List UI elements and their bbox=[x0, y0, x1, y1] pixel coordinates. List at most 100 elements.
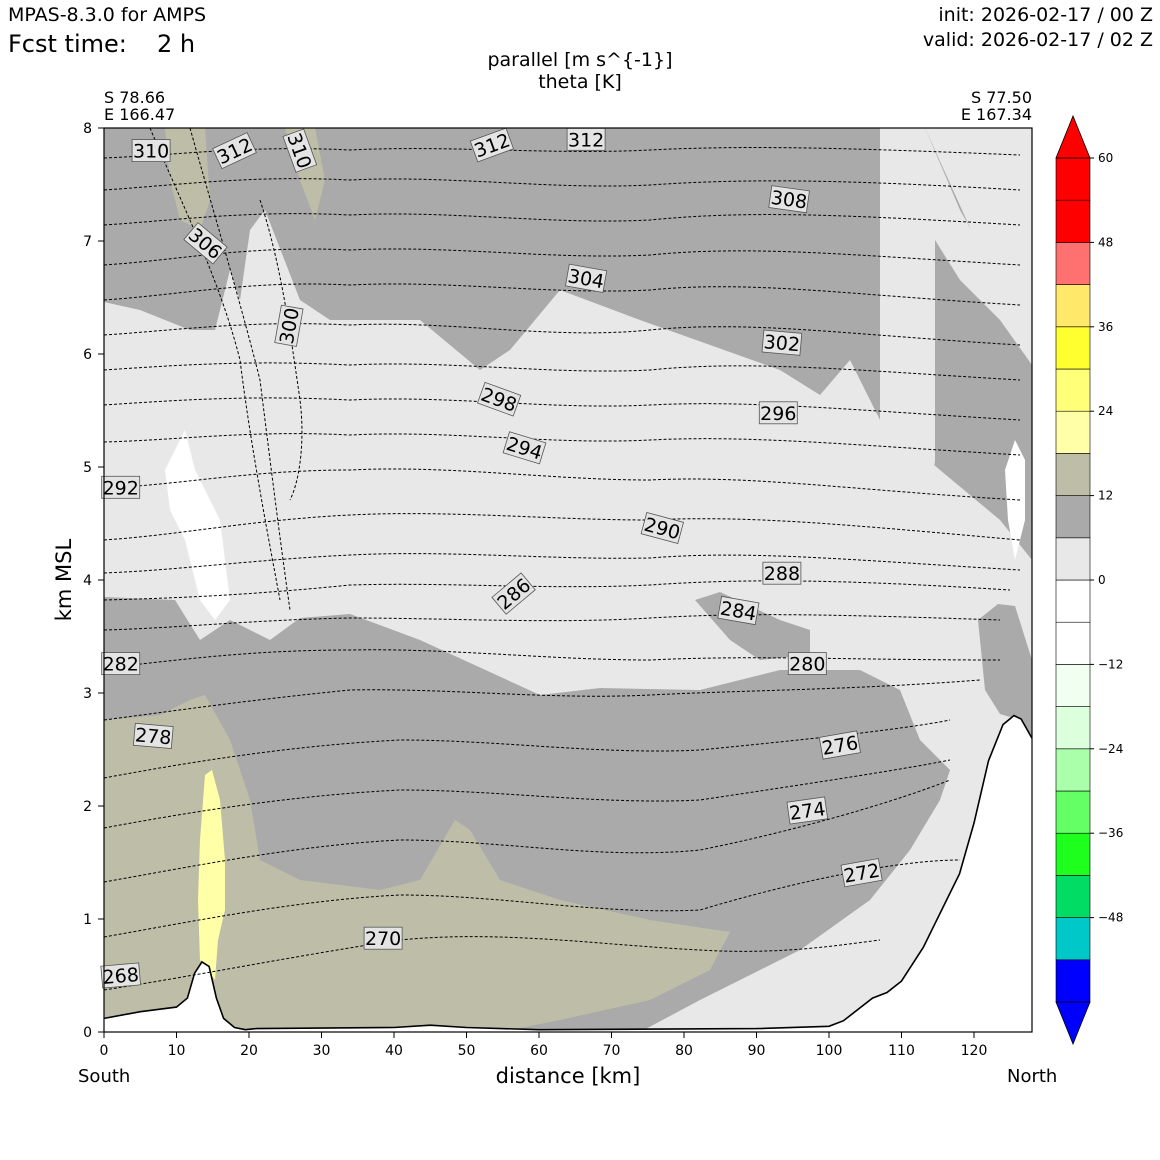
model-name: MPAS-8.3.0 for AMPS bbox=[8, 4, 207, 26]
theta-label-box bbox=[282, 128, 318, 173]
x-tick-label: 10 bbox=[168, 1043, 186, 1059]
colorbar-segment bbox=[1055, 790, 1091, 834]
theta-contour-label: 302 bbox=[761, 329, 803, 356]
white-upper-band bbox=[880, 128, 1032, 510]
y-tick-label: 0 bbox=[83, 1025, 92, 1041]
theta-contour-label: 288 bbox=[762, 561, 802, 585]
theta-label-box bbox=[762, 561, 802, 585]
theta-label-text: 308 bbox=[769, 187, 808, 214]
isentrope-line bbox=[104, 614, 1001, 631]
colorbar-segment bbox=[1055, 453, 1091, 496]
x-axis-label: distance [km] bbox=[495, 1064, 641, 1088]
theta-label-box bbox=[787, 652, 827, 675]
theta-contour-label: 296 bbox=[758, 401, 798, 425]
isentrope-line bbox=[104, 553, 1021, 574]
y-tick-label: 1 bbox=[83, 912, 92, 928]
theta-label-text: 270 bbox=[365, 928, 401, 950]
start-point-coords: S 78.66 E 166.47 bbox=[104, 89, 175, 123]
theta-label-box bbox=[183, 222, 228, 265]
end-point-lat: S 77.50 bbox=[970, 88, 1032, 107]
colorbar-tick-label: −24 bbox=[1098, 742, 1123, 756]
theta-label-text: 282 bbox=[103, 654, 139, 676]
valid-time: valid: 2026-02-17 / 02 Z bbox=[922, 29, 1153, 51]
isentrope-line bbox=[189, 128, 291, 611]
isentrope-line bbox=[104, 283, 1021, 306]
theta-label-box bbox=[212, 132, 257, 170]
x-tick-label: 0 bbox=[100, 1043, 109, 1059]
theta-label-box bbox=[491, 572, 536, 615]
isentrope-line bbox=[104, 513, 1021, 541]
end-point-coords: S 77.50 E 167.34 bbox=[961, 89, 1032, 123]
colorbar-segment bbox=[1055, 832, 1091, 876]
isentrope-line bbox=[104, 936, 881, 991]
start-point-lat: S 78.66 bbox=[104, 88, 166, 107]
theta-label-box bbox=[101, 475, 141, 499]
colorbar-tick-label: 0 bbox=[1098, 573, 1106, 587]
theta-label-box bbox=[768, 185, 810, 214]
colorbar-segment bbox=[1055, 875, 1091, 918]
start-point-lon: E 166.47 bbox=[104, 105, 176, 124]
colorbar-tick-label: 12 bbox=[1098, 489, 1113, 503]
colorbar-segment bbox=[1055, 748, 1091, 792]
theta-label-text: 296 bbox=[760, 403, 796, 425]
theta-contour-label: 268 bbox=[100, 962, 142, 989]
theta-label-box bbox=[502, 431, 547, 465]
x-tick-label: 30 bbox=[313, 1043, 331, 1059]
x-tick-label: 110 bbox=[888, 1043, 915, 1059]
colorbar-segment bbox=[1055, 959, 1091, 1003]
theta-label-text: 312 bbox=[568, 129, 604, 151]
colorbar-tick-label: 24 bbox=[1098, 404, 1113, 418]
theta-label-text: 268 bbox=[102, 964, 140, 989]
colorbar-tick-label: −12 bbox=[1098, 657, 1123, 671]
y-tick-label: 4 bbox=[83, 573, 92, 589]
colorbar-segment bbox=[1055, 537, 1091, 581]
theta-contour-label: 280 bbox=[787, 652, 827, 676]
y-tick-label: 3 bbox=[83, 686, 92, 702]
colorbar-tick-label: 60 bbox=[1098, 151, 1113, 165]
theta-contour-label: 270 bbox=[363, 926, 403, 950]
isentrope-line bbox=[104, 779, 951, 883]
chart-title: parallel [m s^{-1}] theta [K] bbox=[380, 49, 780, 93]
isentrope-line bbox=[104, 248, 1021, 266]
theta-label-box bbox=[758, 401, 798, 425]
theta-label-text: 292 bbox=[103, 477, 139, 499]
x-tick-label: 80 bbox=[675, 1043, 693, 1059]
y-tick-label: 8 bbox=[83, 121, 92, 137]
y-axis: 0 1 2 3 4 5 6 7 8 bbox=[83, 121, 104, 1041]
theta-label-box bbox=[786, 796, 829, 825]
theta-label-text: 280 bbox=[789, 654, 825, 676]
theta-label-box bbox=[476, 381, 522, 417]
colorbar-tick-label: 36 bbox=[1098, 320, 1113, 334]
theta-label-box bbox=[818, 730, 861, 760]
theta-label-text: 288 bbox=[764, 563, 800, 585]
init-time: init: 2026-02-17 / 00 Z bbox=[938, 4, 1153, 26]
theta-label-box bbox=[640, 511, 684, 545]
colorbar-segment bbox=[1055, 579, 1091, 623]
colorbar-upper-extend bbox=[1055, 114, 1091, 159]
y-tick-label: 5 bbox=[83, 460, 92, 476]
theta-label-box bbox=[469, 127, 515, 163]
dark-gray-upper-region bbox=[104, 128, 1032, 560]
x-tick-label: 70 bbox=[603, 1043, 621, 1059]
colorbar-segment bbox=[1055, 326, 1091, 370]
south-end-label: South bbox=[78, 1066, 131, 1087]
colorbar-segment bbox=[1055, 664, 1091, 707]
x-tick-label: 60 bbox=[530, 1043, 548, 1059]
colorbar-segment bbox=[1055, 706, 1091, 750]
x-tick-label: 120 bbox=[961, 1043, 988, 1059]
isentrope-line bbox=[149, 128, 281, 601]
y-tick-label: 7 bbox=[83, 234, 92, 250]
theta-contour-label: 308 bbox=[768, 185, 810, 214]
chart-title-line-2: theta [K] bbox=[538, 71, 622, 93]
end-point-lon: E 167.34 bbox=[960, 105, 1032, 124]
colorbar-segment bbox=[1055, 242, 1091, 285]
y-tick-label: 6 bbox=[83, 347, 92, 363]
theta-label-box bbox=[100, 962, 142, 989]
theta-label-text: 310 bbox=[133, 141, 169, 163]
terrain-outline bbox=[104, 714, 1032, 1031]
theta-contour-label: 312 bbox=[566, 127, 606, 151]
colorbar-tick-label: 48 bbox=[1098, 235, 1113, 249]
theta-label-box bbox=[761, 329, 803, 356]
colorbar-segment bbox=[1055, 284, 1091, 328]
